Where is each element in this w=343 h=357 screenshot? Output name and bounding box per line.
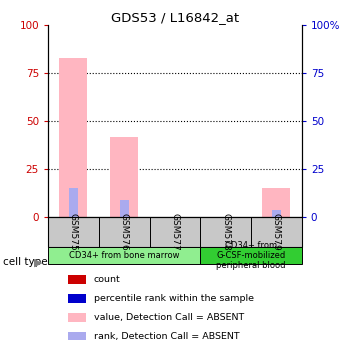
Bar bbox=[110, 137, 138, 217]
Title: GDS53 / L16842_at: GDS53 / L16842_at bbox=[111, 11, 239, 24]
Text: value, Detection Call = ABSENT: value, Detection Call = ABSENT bbox=[94, 313, 244, 322]
Text: rank, Detection Call = ABSENT: rank, Detection Call = ABSENT bbox=[94, 332, 239, 341]
Bar bbox=[120, 200, 129, 217]
Bar bbox=[200, 217, 251, 246]
Text: CD34+ from
G-CSF-mobilized
peripheral blood: CD34+ from G-CSF-mobilized peripheral bl… bbox=[216, 241, 286, 270]
Text: count: count bbox=[94, 275, 120, 284]
Text: percentile rank within the sample: percentile rank within the sample bbox=[94, 294, 254, 303]
Text: GSM575: GSM575 bbox=[69, 213, 78, 251]
Text: cell type: cell type bbox=[3, 257, 48, 267]
Bar bbox=[99, 217, 150, 246]
Bar bbox=[48, 217, 302, 246]
Bar bbox=[150, 217, 200, 246]
Bar bbox=[251, 217, 302, 246]
Text: GSM578: GSM578 bbox=[221, 213, 230, 251]
Text: GSM579: GSM579 bbox=[272, 213, 281, 251]
Text: GSM577: GSM577 bbox=[170, 213, 179, 251]
Bar bbox=[68, 313, 86, 322]
Bar bbox=[69, 188, 78, 217]
Bar bbox=[262, 188, 291, 217]
Bar bbox=[68, 294, 86, 303]
Bar bbox=[48, 217, 99, 246]
Text: ▶: ▶ bbox=[34, 257, 43, 267]
Bar bbox=[48, 246, 200, 265]
Bar bbox=[272, 210, 281, 217]
Bar bbox=[59, 58, 87, 217]
Bar bbox=[68, 276, 86, 284]
Text: CD34+ from bone marrow: CD34+ from bone marrow bbox=[69, 251, 179, 260]
Text: GSM576: GSM576 bbox=[120, 213, 129, 251]
Bar bbox=[68, 332, 86, 341]
Bar bbox=[200, 246, 302, 265]
